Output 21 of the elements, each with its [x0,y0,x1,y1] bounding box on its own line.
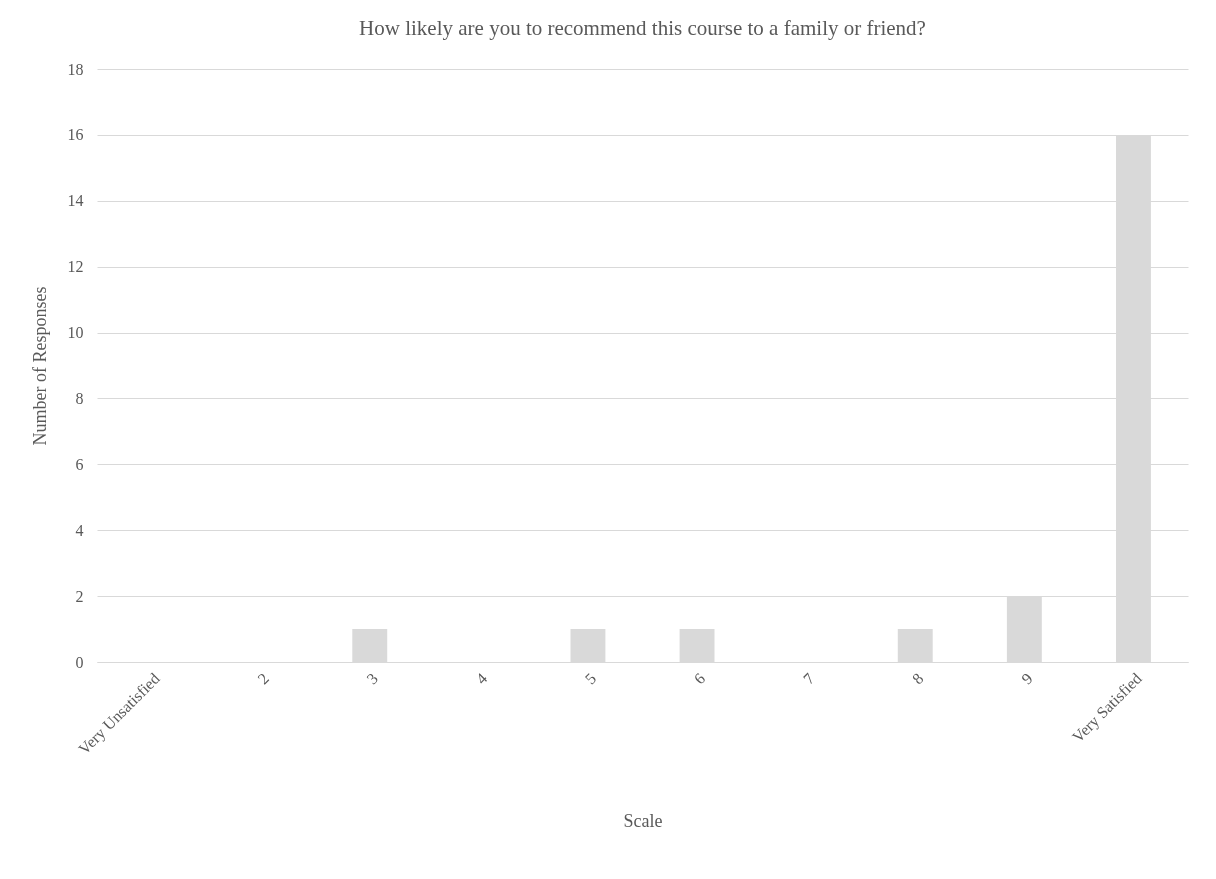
y-tick-label: 16 [67,126,84,144]
x-tick-label: 6 [690,669,709,688]
x-tick-label: 3 [363,669,382,688]
chart-title: How likely are you to recommend this course to a family or friend? [359,16,926,40]
y-tick-label: 2 [75,587,84,605]
y-tick-label: 10 [67,324,84,342]
y-axis-title: Number of Responses [29,286,50,446]
x-tick-label: 9 [1017,669,1036,688]
x-tick-label: 8 [908,669,927,688]
y-tick-label: 0 [75,653,84,671]
y-tick-label: 6 [75,455,84,473]
x-tick-label: 4 [472,669,491,688]
y-tick-label: 4 [75,521,84,539]
x-tick-label: 2 [254,669,272,688]
x-axis-title: Scale [623,810,663,831]
x-tick-label: 5 [581,669,600,688]
y-tick-label: 14 [67,192,84,210]
y-tick-label: 18 [67,60,84,78]
y-tick-label: 12 [67,258,84,276]
x-tick-label: 7 [799,669,818,688]
y-tick-label: 8 [75,389,84,407]
